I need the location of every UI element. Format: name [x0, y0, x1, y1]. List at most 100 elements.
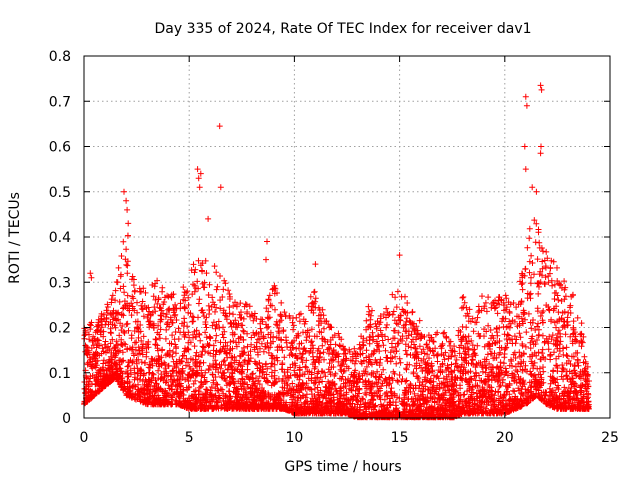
data-point	[392, 343, 399, 350]
data-point	[157, 335, 163, 342]
data-point	[297, 310, 304, 317]
data-point	[559, 324, 566, 331]
data-point	[111, 345, 118, 352]
data-point	[547, 380, 554, 387]
data-point	[290, 326, 297, 333]
data-point	[113, 317, 120, 324]
data-point	[430, 338, 436, 345]
data-point	[255, 377, 262, 384]
data-point	[167, 314, 174, 321]
data-point	[185, 384, 192, 391]
data-point	[194, 278, 201, 285]
data-point	[522, 266, 529, 273]
data-point	[479, 293, 485, 300]
data-point	[304, 368, 311, 375]
data-point	[502, 292, 509, 299]
data-point	[146, 324, 153, 331]
data-point	[534, 308, 541, 315]
data-point	[363, 326, 370, 333]
data-point	[211, 393, 218, 400]
data-point	[405, 396, 411, 403]
data-point	[500, 360, 507, 367]
data-point	[109, 292, 116, 299]
data-point	[117, 285, 124, 292]
data-point	[523, 329, 530, 336]
data-point	[101, 341, 108, 348]
data-point	[230, 302, 237, 309]
data-point	[520, 320, 526, 327]
data-point	[419, 381, 425, 388]
data-point	[343, 363, 350, 370]
data-point	[100, 328, 107, 335]
data-point	[383, 305, 390, 312]
data-point	[325, 344, 332, 351]
data-point	[185, 378, 192, 385]
data-point	[182, 305, 188, 312]
data-point	[406, 317, 413, 324]
data-point	[516, 322, 523, 329]
data-point	[284, 344, 291, 350]
data-point	[374, 342, 381, 349]
data-point	[416, 317, 423, 324]
data-point	[440, 375, 447, 382]
data-point	[501, 392, 508, 399]
data-point	[169, 353, 176, 360]
data-point	[528, 325, 535, 332]
data-point	[560, 366, 567, 373]
data-point	[311, 385, 318, 392]
data-point	[322, 373, 329, 380]
data-point	[212, 308, 218, 315]
data-point	[180, 323, 187, 329]
data-point	[153, 336, 160, 343]
data-point	[163, 370, 170, 377]
data-point	[244, 343, 251, 350]
data-point	[134, 370, 141, 377]
data-point	[439, 360, 446, 367]
data-point	[166, 347, 173, 354]
data-point	[171, 312, 178, 319]
data-point	[189, 291, 196, 298]
data-point	[273, 318, 280, 325]
data-point	[441, 329, 448, 336]
data-point	[155, 367, 162, 374]
data-point	[139, 351, 146, 358]
data-point	[265, 308, 272, 315]
data-point	[397, 359, 404, 366]
data-point	[268, 363, 274, 370]
data-point	[264, 324, 270, 331]
data-point	[380, 366, 387, 373]
data-point	[535, 320, 541, 327]
data-point	[149, 362, 156, 369]
data-point	[352, 367, 359, 374]
data-point	[273, 334, 280, 341]
data-point	[217, 273, 223, 279]
data-point	[308, 338, 315, 345]
data-point	[278, 299, 285, 306]
data-point	[539, 258, 546, 265]
data-point	[277, 312, 284, 319]
data-point	[112, 324, 119, 331]
data-point	[505, 384, 512, 391]
data-point	[563, 319, 570, 325]
data-point	[537, 313, 544, 319]
data-point	[254, 365, 261, 372]
data-point	[314, 384, 321, 391]
data-point	[527, 384, 534, 391]
data-point	[256, 381, 263, 388]
data-point	[303, 364, 310, 371]
data-point	[474, 314, 481, 321]
data-point	[324, 399, 331, 406]
data-point	[209, 294, 216, 301]
data-point	[383, 354, 390, 361]
data-point	[388, 340, 395, 347]
data-point	[527, 345, 534, 352]
data-point	[202, 257, 209, 264]
data-point	[146, 361, 153, 368]
data-point	[326, 360, 333, 367]
data-point	[469, 342, 476, 349]
data-point	[574, 349, 581, 356]
data-point	[210, 299, 216, 306]
data-point	[536, 365, 543, 372]
data-point	[373, 359, 380, 366]
data-point	[394, 288, 401, 295]
